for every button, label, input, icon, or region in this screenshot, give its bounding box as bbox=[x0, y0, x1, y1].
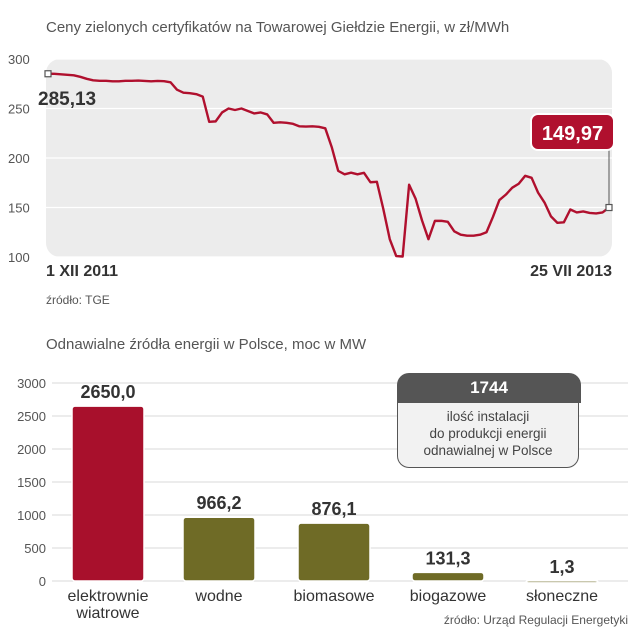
bar bbox=[411, 571, 485, 582]
y-tick-label: 2000 bbox=[17, 442, 46, 457]
x-start-label: 1 XII 2011 bbox=[46, 263, 118, 280]
y-tick-label: 3000 bbox=[17, 376, 46, 391]
line-chart: 100 150 200 250 300 285,13 149,97 1 XII 2011 25 … bbox=[8, 52, 615, 280]
bar bbox=[182, 516, 256, 582]
category-label: elektrownie bbox=[68, 588, 149, 605]
callout-line: do produkcji energii bbox=[429, 426, 547, 441]
y-tick-label: 100 bbox=[8, 250, 30, 265]
bar-value-label: 876,1 bbox=[311, 499, 356, 519]
y-tick-label: 500 bbox=[24, 541, 46, 556]
y-tick-label: 150 bbox=[8, 201, 30, 216]
bar-value-label: 966,2 bbox=[196, 493, 241, 513]
category-label: wodne bbox=[194, 588, 242, 605]
y-tick-label: 1500 bbox=[17, 475, 46, 490]
end-value-box bbox=[530, 113, 615, 151]
y-tick-label: 2500 bbox=[17, 409, 46, 424]
bar-value-label: 1,3 bbox=[549, 557, 574, 577]
y-tick-label: 200 bbox=[8, 151, 30, 166]
installations-description: ilość instalacji do produkcji energii od… bbox=[397, 403, 579, 468]
callout-line: odnawialnej w Polsce bbox=[423, 443, 553, 458]
bar bbox=[297, 522, 371, 582]
y-tick-label: 250 bbox=[8, 102, 30, 117]
x-end-label: 25 VII 2013 bbox=[530, 263, 612, 280]
line-chart-title: Ceny zielonych certyfikatów na Towarowej… bbox=[46, 19, 510, 36]
y-tick-label: 300 bbox=[8, 52, 30, 67]
installations-callout: 1744 ilość instalacji do produkcji energ… bbox=[397, 373, 581, 470]
bar-value-label: 131,3 bbox=[425, 548, 470, 568]
end-value-label: 149,97 bbox=[542, 123, 603, 145]
bar-chart-title: Odnawialne źródła energii w Polsce, moc … bbox=[46, 336, 367, 353]
category-label: wiatrowe bbox=[75, 605, 139, 622]
category-label: słoneczne bbox=[526, 588, 598, 605]
bar bbox=[71, 405, 145, 582]
bar-chart-source: źródło: Urząd Regulacji Energetyki bbox=[443, 613, 628, 627]
y-tick-label: 0 bbox=[39, 574, 46, 589]
installations-count: 1744 bbox=[397, 373, 581, 403]
category-label: biomasowe bbox=[294, 588, 375, 605]
bar bbox=[525, 580, 599, 584]
callout-line: ilość instalacji bbox=[446, 409, 530, 424]
start-marker bbox=[44, 70, 52, 78]
y-tick-label: 1000 bbox=[17, 508, 46, 523]
line-chart-source: źródło: TGE bbox=[46, 293, 110, 307]
bar-value-label: 2650,0 bbox=[80, 382, 135, 402]
price-line bbox=[47, 72, 610, 258]
category-label: biogazowe bbox=[410, 588, 487, 605]
start-value-label: 285,13 bbox=[38, 89, 96, 110]
